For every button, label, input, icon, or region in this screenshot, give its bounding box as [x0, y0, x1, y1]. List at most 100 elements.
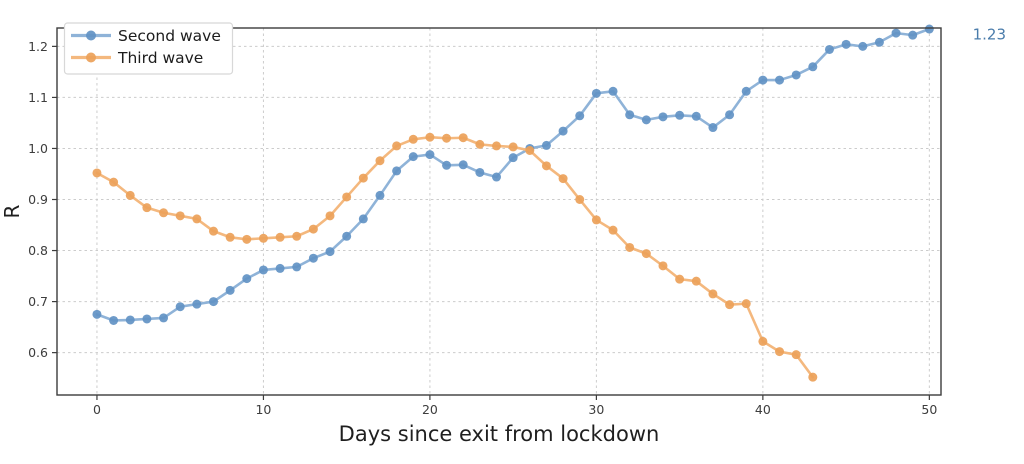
data-point-marker	[691, 276, 701, 286]
data-point-marker	[408, 134, 418, 144]
data-point-marker	[475, 167, 485, 177]
legend-label-second-wave: Second wave	[118, 27, 221, 45]
x-tick-label: 0	[93, 402, 101, 417]
data-point-marker	[591, 215, 601, 225]
legend-label-third-wave: Third wave	[117, 49, 203, 67]
data-point-marker	[658, 261, 668, 271]
data-point-marker	[375, 190, 385, 200]
y-axis: 0.6 0.7 0.8 0.9 1.0 1.1 1.2	[28, 39, 57, 360]
data-point-marker	[142, 314, 152, 324]
data-point-marker	[758, 75, 768, 85]
data-point-marker	[159, 313, 169, 323]
data-point-marker	[492, 172, 502, 182]
data-point-marker	[92, 168, 102, 178]
data-point-marker	[741, 86, 751, 96]
data-point-marker	[858, 41, 868, 51]
data-point-marker	[725, 110, 735, 120]
legend: Second wave Third wave	[63, 22, 234, 75]
x-tick-label: 50	[921, 402, 937, 417]
data-point-marker	[325, 247, 335, 257]
y-tick-label: 1.0	[28, 141, 48, 156]
data-point-marker	[908, 30, 918, 40]
legend-marker-icon	[86, 30, 96, 41]
data-point-marker	[791, 70, 801, 80]
data-point-marker	[675, 274, 685, 284]
legend-marker-icon	[86, 52, 96, 63]
data-point-marker	[808, 372, 818, 382]
data-point-marker	[208, 297, 218, 307]
data-point-marker	[758, 336, 768, 346]
x-axis: 0 10 20 30 40 50	[93, 395, 937, 417]
x-tick-label: 40	[755, 402, 771, 417]
data-point-marker	[425, 132, 435, 142]
data-point-marker	[392, 166, 402, 176]
data-point-marker	[292, 262, 302, 272]
data-point-marker	[142, 203, 152, 213]
y-tick-label: 0.6	[28, 345, 48, 360]
y-tick-label: 1.1	[28, 90, 48, 105]
y-tick-label: 0.7	[28, 294, 48, 309]
data-point-marker	[824, 44, 834, 54]
data-point-marker	[109, 315, 119, 325]
y-tick-label: 0.8	[28, 243, 48, 258]
data-point-marker	[525, 146, 535, 156]
data-point-marker	[708, 289, 718, 299]
data-point-marker	[675, 110, 685, 120]
data-point-marker	[308, 253, 318, 263]
data-point-marker	[475, 139, 485, 149]
x-axis-label: Days since exit from lockdown	[339, 422, 660, 446]
data-point-marker	[258, 265, 268, 275]
y-axis-label: R	[0, 204, 24, 218]
data-point-marker	[575, 195, 585, 205]
data-point-marker	[159, 208, 169, 218]
data-point-marker	[708, 123, 718, 133]
data-point-marker	[625, 242, 635, 252]
data-point-marker	[808, 62, 818, 72]
data-point-marker	[791, 350, 801, 360]
data-point-marker	[392, 141, 402, 151]
data-point-marker	[891, 28, 901, 38]
data-point-marker	[608, 86, 618, 96]
series-third-wave	[92, 132, 818, 382]
data-point-marker	[175, 302, 185, 312]
data-point-marker	[192, 214, 202, 224]
data-point-marker	[358, 173, 368, 183]
data-point-marker	[242, 274, 252, 284]
data-point-marker	[258, 233, 268, 243]
data-point-marker	[874, 37, 884, 47]
data-point-marker	[125, 190, 135, 200]
data-point-marker	[508, 142, 518, 152]
data-point-marker	[575, 111, 585, 121]
data-point-marker	[242, 234, 252, 244]
data-point-marker	[691, 111, 701, 121]
data-point-marker	[741, 299, 751, 309]
data-point-marker	[192, 299, 202, 309]
data-point-marker	[658, 112, 668, 122]
data-point-marker	[641, 249, 651, 259]
data-point-marker	[125, 315, 135, 325]
data-point-marker	[109, 177, 119, 187]
data-point-marker	[558, 126, 568, 136]
data-point-marker	[492, 141, 502, 151]
data-point-marker	[508, 153, 518, 163]
data-point-marker	[775, 347, 785, 357]
data-point-marker	[725, 300, 735, 310]
data-point-marker	[591, 88, 601, 98]
y-tick-label: 1.2	[28, 39, 48, 54]
data-point-marker	[92, 309, 102, 319]
data-point-marker	[342, 192, 352, 202]
data-point-marker	[608, 225, 618, 235]
data-point-marker	[408, 152, 418, 162]
y-tick-label: 0.9	[28, 192, 48, 207]
data-point-marker	[641, 115, 651, 125]
data-point-marker	[225, 285, 235, 295]
data-point-marker	[775, 75, 785, 85]
series-second-wave	[92, 24, 934, 325]
data-point-marker	[375, 156, 385, 166]
data-point-marker	[425, 150, 435, 160]
x-tick-label: 10	[255, 402, 271, 417]
data-point-marker	[208, 226, 218, 236]
data-point-marker	[924, 24, 934, 34]
